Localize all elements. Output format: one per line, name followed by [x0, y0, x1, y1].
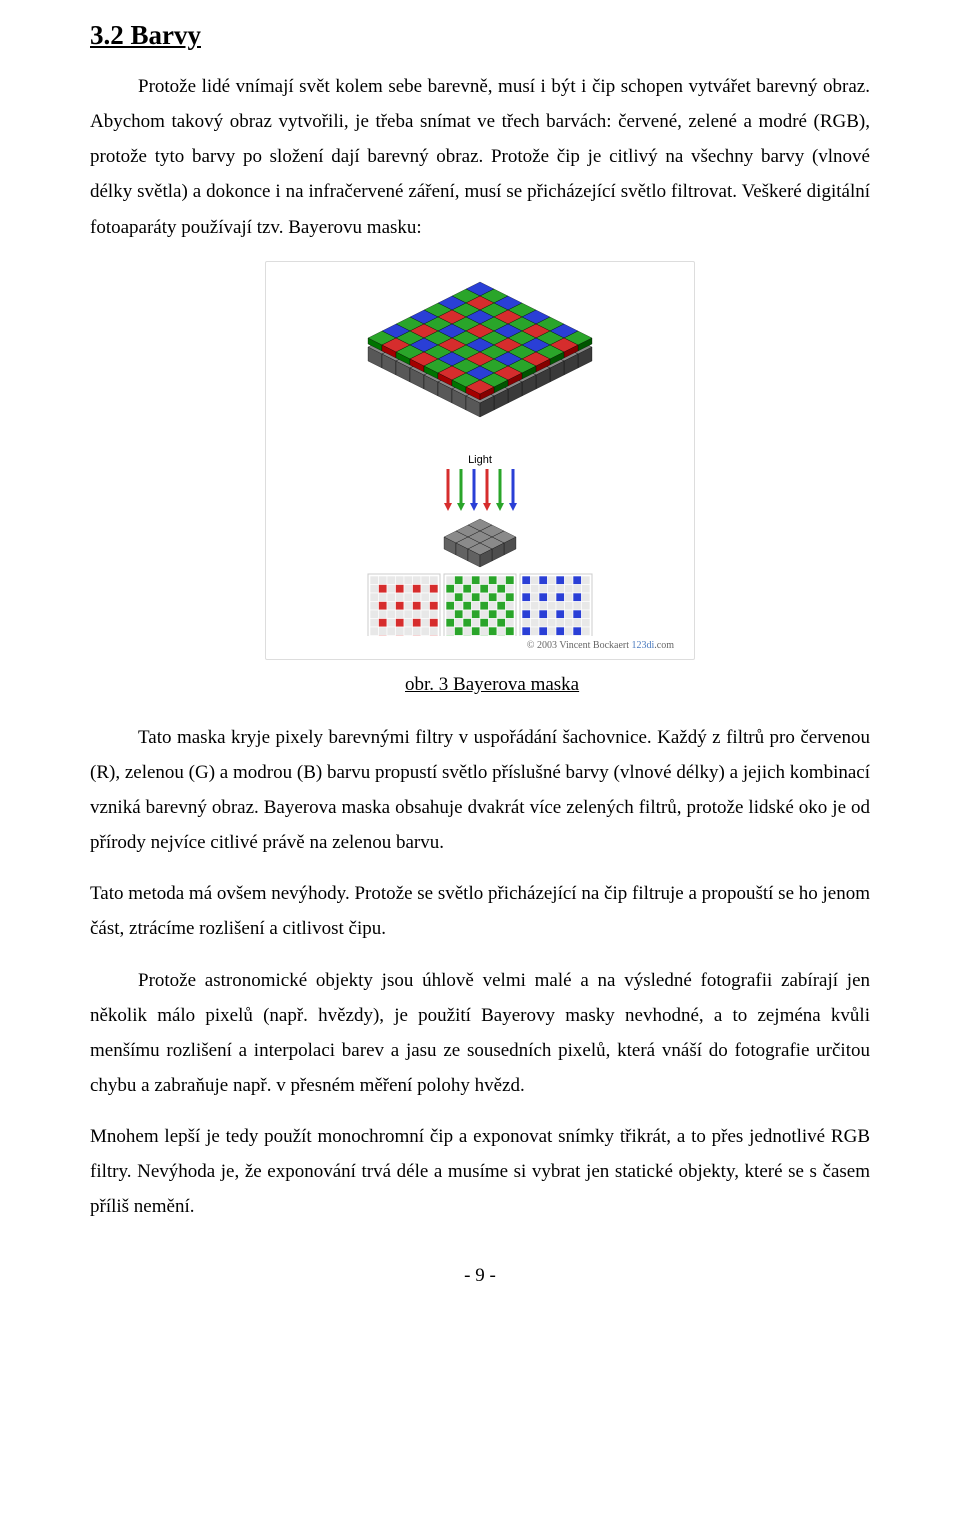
paragraph-5: Mnohem lepší je tedy použít monochromní …: [90, 1119, 870, 1224]
paragraph-2: Tato maska kryje pixely barevnými filtry…: [90, 720, 870, 861]
figure-copyright: © 2003 Vincent Bockaert 123di.com: [278, 640, 682, 651]
paragraph-4: Protože astronomické objekty jsou úhlově…: [90, 963, 870, 1104]
copyright-prefix: © 2003 Vincent Bockaert: [527, 640, 632, 651]
paragraph-3: Tato metoda má ovšem nevýhody. Protože s…: [90, 876, 870, 946]
section-heading: 3.2 Barvy: [90, 20, 870, 51]
figure-frame: Light © 2003 Vincent Bockaert 123di.com: [265, 261, 695, 660]
copyright-brand: 123di: [632, 640, 655, 651]
copyright-suffix: .com: [654, 640, 674, 651]
bayer-figure: Light © 2003 Vincent Bockaert 123di.com …: [265, 261, 695, 696]
paragraph-1: Protože lidé vnímají svět kolem sebe bar…: [90, 69, 870, 245]
page-number: - 9 -: [90, 1265, 870, 1287]
figure-caption: obr. 3 Bayerova maska: [405, 674, 695, 696]
bayer-diagram: Light: [280, 276, 680, 636]
svg-text:Light: Light: [468, 454, 492, 466]
page: 3.2 Barvy Protože lidé vnímají svět kole…: [0, 0, 960, 1327]
